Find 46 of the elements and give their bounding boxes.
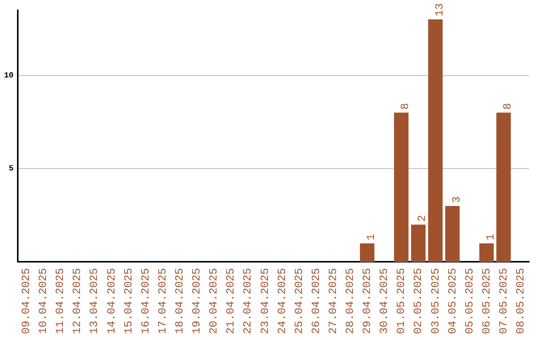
x-tick-label: 20.04.2025 bbox=[208, 268, 221, 334]
x-tick-label: 13.04.2025 bbox=[89, 268, 102, 334]
data-label: 8 bbox=[502, 103, 514, 110]
x-tick-label: 07.05.2025 bbox=[498, 268, 510, 334]
bar bbox=[445, 206, 460, 262]
x-tick-label: 01.05.2025 bbox=[396, 268, 408, 334]
x-tick-label: 22.04.2025 bbox=[242, 268, 255, 334]
x-tick-label: 30.04.2025 bbox=[379, 268, 392, 334]
bar bbox=[360, 243, 374, 262]
x-tick-label: 29.04.2025 bbox=[362, 268, 374, 334]
data-label: 13 bbox=[434, 3, 446, 16]
data-label: 3 bbox=[451, 196, 464, 203]
x-tick-label: 06.05.2025 bbox=[481, 268, 494, 334]
x-tick-label: 04.05.2025 bbox=[447, 268, 460, 334]
x-tick-label: 28.04.2025 bbox=[345, 268, 358, 334]
x-tick-label: 27.04.2025 bbox=[328, 268, 340, 334]
x-tick-label: 17.04.2025 bbox=[157, 268, 170, 334]
x-tick-label: 18.04.2025 bbox=[174, 268, 186, 334]
bar bbox=[428, 19, 443, 262]
data-label: 1 bbox=[485, 233, 498, 240]
y-tick-label: 10 bbox=[4, 71, 14, 80]
x-tick-label: 08.05.2025 bbox=[516, 268, 528, 334]
x-tick-label: 03.05.2025 bbox=[430, 268, 442, 334]
bar bbox=[394, 112, 409, 262]
bar bbox=[411, 224, 426, 262]
data-label: 8 bbox=[400, 103, 412, 110]
x-tick-label: 21.04.2025 bbox=[226, 268, 238, 334]
x-tick-label: 19.04.2025 bbox=[192, 268, 204, 334]
data-label: 2 bbox=[417, 215, 430, 222]
x-tick-label: 02.05.2025 bbox=[413, 268, 426, 334]
x-tick-label: 23.04.2025 bbox=[260, 268, 272, 334]
x-tick-label: 05.05.2025 bbox=[464, 268, 476, 334]
x-tick-label: 12.04.2025 bbox=[72, 268, 84, 334]
data-label: 1 bbox=[366, 233, 378, 240]
bar bbox=[496, 112, 511, 262]
x-tick-label: 14.04.2025 bbox=[106, 268, 118, 334]
x-tick-label: 25.04.2025 bbox=[294, 268, 306, 334]
x-tick-label: 26.04.2025 bbox=[310, 268, 323, 334]
y-tick-label: 5 bbox=[8, 164, 14, 174]
bar bbox=[479, 243, 494, 262]
x-tick-label: 24.04.2025 bbox=[276, 268, 289, 334]
x-tick-label: 15.04.2025 bbox=[123, 268, 136, 334]
x-tick-label: 16.04.2025 bbox=[140, 268, 152, 334]
x-tick-label: 09.04.2025 bbox=[21, 268, 34, 334]
x-tick-label: 10.04.2025 bbox=[38, 268, 50, 334]
x-tick-label: 11.04.2025 bbox=[55, 268, 68, 334]
